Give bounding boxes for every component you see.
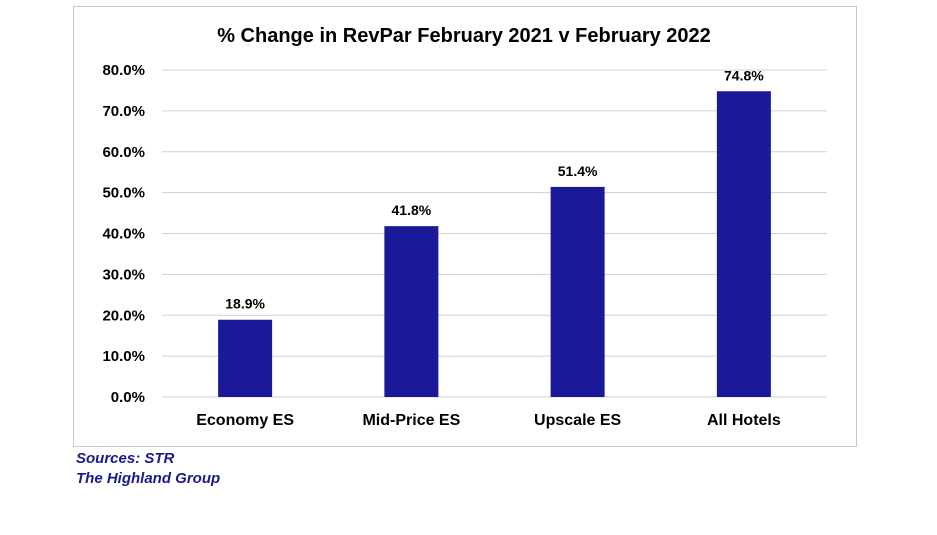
y-tick-label: 70.0%: [102, 103, 145, 120]
chart-frame: % Change in RevPar February 2021 v Febru…: [73, 6, 857, 447]
y-tick-label: 50.0%: [102, 185, 145, 202]
y-tick-label: 40.0%: [102, 226, 145, 243]
y-tick-label: 20.0%: [102, 307, 145, 324]
data-label: 41.8%: [392, 202, 432, 218]
source-highland-group: The Highland Group: [76, 470, 221, 487]
chart-title: % Change in RevPar February 2021 v Febru…: [217, 25, 711, 47]
data-label: 18.9%: [225, 296, 265, 312]
x-category-label: Mid-Price ES: [362, 412, 460, 429]
source-str: Sources: STR: [76, 450, 175, 467]
bar-upscale-es: [550, 186, 605, 397]
data-label: 51.4%: [558, 163, 598, 179]
bar-economy-es: [218, 319, 273, 397]
bar-mid-price-es: [384, 226, 439, 397]
x-category-label: Upscale ES: [534, 412, 621, 429]
y-tick-label: 0.0%: [111, 389, 145, 406]
data-label: 74.8%: [724, 67, 764, 83]
x-category-label: Economy ES: [196, 412, 294, 429]
x-category-label: All Hotels: [707, 412, 781, 429]
y-tick-label: 30.0%: [102, 266, 145, 283]
bar-chart: % Change in RevPar February 2021 v Febru…: [102, 25, 827, 429]
y-tick-label: 10.0%: [102, 348, 145, 365]
y-tick-label: 80.0%: [102, 62, 145, 79]
bar-all-hotels: [716, 91, 771, 397]
y-tick-label: 60.0%: [102, 144, 145, 161]
